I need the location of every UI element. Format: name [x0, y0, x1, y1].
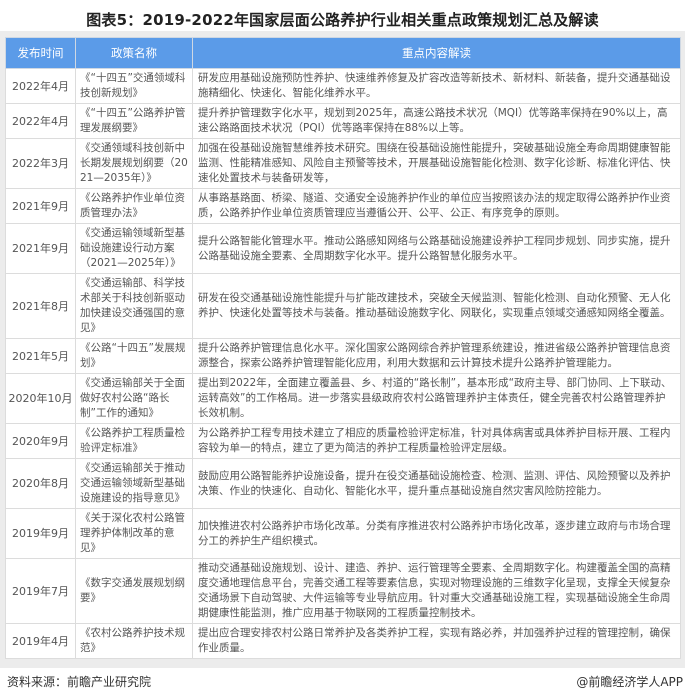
table-row: 2021年9月 《公路养护作业单位资质管理办法》 从事路基路面、桥梁、隧道、交通安全…	[5, 188, 681, 224]
content-cell: 推动交通基础设施规划、设计、建造、养护、运行管理等全要素、全周期数字化。构建覆盖…	[192, 558, 681, 624]
date-cell: 2020年10月	[5, 373, 76, 424]
header-policy-name: 政策名称	[75, 37, 193, 69]
table-row: 2021年8月 《交通运输部、科学技术部关于科技创新驱动加快建设交通强国的意见》研…	[5, 273, 681, 339]
table-row: 2021年5月 《公路“十四五”发展规划》 提升公路养护管理信息化水平。深化国家公路…	[5, 338, 681, 374]
content-cell: 提出应合理安排农村公路日常养护及各类养护工程，实现有路必养，并加强养护过程的管理…	[192, 623, 681, 659]
header-date: 发布时间	[5, 37, 76, 69]
table-row: 2019年7月 《数字交通发展规划纲要》 推动交通基础设施规划、设计、建造、养护、运…	[5, 558, 681, 624]
policy-name-cell: 《交通领域科技创新中长期发展规划纲要（2021—2035年）》	[75, 138, 193, 189]
content-cell: 提出到2022年，全面建立覆盖县、乡、村道的“路长制”，基本形成“政府主导、部门…	[192, 373, 681, 424]
content-cell: 鼓励应用公路智能养护设施设备，提升在役交通基础设施检查、检测、监测、评估、风险预…	[192, 458, 681, 509]
policy-table: 发布时间 政策名称 重点内容解读 2022年4月 《“十四五”交通领域科技创新规划…	[5, 37, 681, 659]
date-cell: 2021年8月	[5, 273, 76, 339]
content-cell: 从事路基路面、桥梁、隧道、交通安全设施养护作业的单位应当按照该办法的规定取得公路…	[192, 188, 681, 224]
policy-name-cell: 《“十四五”公路养护管理发展纲要》	[75, 103, 193, 139]
policy-name-cell: 《交通运输部、科学技术部关于科技创新驱动加快建设交通强国的意见》	[75, 273, 193, 339]
policy-name-cell: 《公路养护工程质量检验评定标准》	[75, 423, 193, 459]
date-cell: 2020年8月	[5, 458, 76, 509]
policy-name-cell: 《关于深化农村公路管理养护体制改革的意见》	[75, 508, 193, 559]
table-header-row: 发布时间 政策名称 重点内容解读	[5, 37, 681, 69]
content-cell: 提升公路智能化管理水平。推动公路感知网络与公路基础设施建设养护工程同步规划、同步…	[192, 223, 681, 274]
table-row: 2019年9月 《关于深化农村公路管理养护体制改革的意见》 加快推进农村公路养护市场…	[5, 508, 681, 559]
footer: 资料来源：前瞻产业研究院 @前瞻经济学人APP	[0, 668, 685, 696]
table-row: 2020年10月 《交通运输部关于全面做好农村公路“路长制”工作的通知》 提出到20…	[5, 373, 681, 424]
date-cell: 2019年4月	[5, 623, 76, 659]
date-cell: 2021年5月	[5, 338, 76, 374]
date-cell: 2019年9月	[5, 508, 76, 559]
date-cell: 2022年4月	[5, 103, 76, 139]
date-cell: 2022年3月	[5, 138, 76, 189]
policy-name-cell: 《交通运输领域新型基础设施建设行动方案（2021—2025年）》	[75, 223, 193, 274]
header-key-content: 重点内容解读	[192, 37, 681, 69]
date-cell: 2020年9月	[5, 423, 76, 459]
table-row: 2020年9月 《公路养护工程质量检验评定标准》 为公路养护工程专用技术建立了相应的…	[5, 423, 681, 459]
content-cell: 为公路养护工程专用技术建立了相应的质量检验评定标准，针对具体病害或具体养护目标开…	[192, 423, 681, 459]
date-cell: 2019年7月	[5, 558, 76, 624]
date-cell: 2021年9月	[5, 188, 76, 224]
table-row: 2022年4月 《“十四五”交通领域科技创新规划》 研发应用基础设施预防性养护、快速…	[5, 68, 681, 104]
policy-name-cell: 《交通运输部关于推动交通运输领域新型基础设施建设的指导意见》	[75, 458, 193, 509]
page-title: 图表5：2019-2022年国家层面公路养护行业相关重点政策规划汇总及解读	[86, 11, 599, 29]
content-cell: 加强在役基础设施智慧维养技术研究。围绕在役基础设施性能提升，突破基础设施全寿命周…	[192, 138, 681, 189]
policy-name-cell: 《交通运输部关于全面做好农村公路“路长制”工作的通知》	[75, 373, 193, 424]
content-cell: 研发应用基础设施预防性养护、快速维养修复及扩容改造等新技术、新材料、新装备，提升…	[192, 68, 681, 104]
table-row: 2022年3月 《交通领域科技创新中长期发展规划纲要（2021—2035年）》 加强…	[5, 138, 681, 189]
policy-name-cell: 《数字交通发展规划纲要》	[75, 558, 193, 624]
content-cell: 研发在役交通基础设施性能提升与扩能改建技术，突破全天候监测、智能化检测、自动化预…	[192, 273, 681, 339]
date-cell: 2021年9月	[5, 223, 76, 274]
policy-name-cell: 《公路“十四五”发展规划》	[75, 338, 193, 374]
source-note: 资料来源：前瞻产业研究院	[7, 675, 152, 689]
content-cell: 加快推进农村公路养护市场化改革。分类有序推进农村公路养护市场化改革，逐步建立政府…	[192, 508, 681, 559]
table-row: 2021年9月 《交通运输领域新型基础设施建设行动方案（2021—2025年）》提…	[5, 223, 681, 274]
date-cell: 2022年4月	[5, 68, 76, 104]
table-row: 2022年4月 《“十四五”公路养护管理发展纲要》 提升养护管理数字化水平，规划到2…	[5, 103, 681, 139]
policy-name-cell: 《农村公路养护技术规范》	[75, 623, 193, 659]
content-cell: 提升养护管理数字化水平，规划到2025年，高速公路技术状况（MQI）优等路率保持…	[192, 103, 681, 139]
brand-credit: @前瞻经济学人APP	[576, 675, 683, 689]
content-cell: 提升公路养护管理信息化水平。深化国家公路网综合养护管理系统建设，推进省级公路养护…	[192, 338, 681, 374]
policy-name-cell: 《“十四五”交通领域科技创新规划》	[75, 68, 193, 104]
table-row: 2019年4月 《农村公路养护技术规范》 提出应合理安排农村公路日常养护及各类养护工…	[5, 623, 681, 659]
table-frame: 发布时间 政策名称 重点内容解读 2022年4月 《“十四五”交通领域科技创新规划…	[0, 31, 685, 668]
policy-name-cell: 《公路养护作业单位资质管理办法》	[75, 188, 193, 224]
table-row: 2020年8月 《交通运输部关于推动交通运输领域新型基础设施建设的指导意见》 鼓励应…	[5, 458, 681, 509]
